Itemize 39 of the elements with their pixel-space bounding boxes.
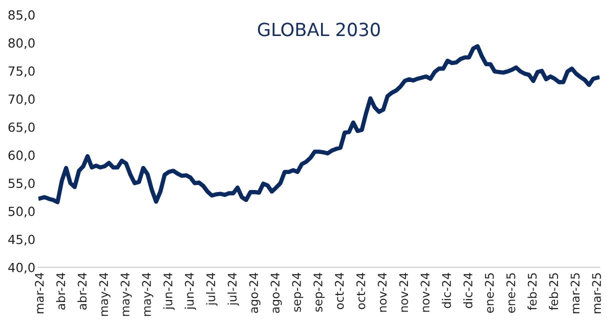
line-series (38, 44, 600, 204)
y-tick-label: 50,0 (8, 206, 35, 218)
x-tick-label: jul-24 (228, 272, 239, 306)
x-tick-label: mar-25 (592, 273, 601, 314)
x-tick-label: may-24 (142, 272, 154, 316)
x-tick-label: nov-24 (399, 272, 408, 312)
x-tick-label: feb-25 (528, 273, 537, 310)
x-tick-label: dic-24 (442, 272, 451, 308)
x-tick-label: mar-25 (570, 273, 580, 314)
x-tick-label: oct-24 (356, 272, 366, 310)
x-tick-label: jun-24 (163, 272, 175, 310)
y-tick-label: 60,0 (8, 150, 35, 162)
x-tick-label: sep-24 (313, 272, 325, 312)
x-tick-label: nov-24 (420, 272, 430, 312)
x-tick-label: oct-24 (334, 272, 344, 310)
x-tick-label: abr-24 (56, 272, 66, 310)
x-tick-label: may-24 (120, 272, 132, 316)
x-tick-label: may-24 (99, 272, 110, 316)
chart-title: GLOBAL 2030 (258, 22, 380, 36)
y-tick-label: 70,0 (8, 94, 35, 106)
x-tick-label: jun-24 (184, 272, 196, 310)
y-tick-label: 55,0 (8, 178, 35, 190)
x-tick-label: feb-25 (549, 273, 558, 310)
x-tick-label: mar-24 (34, 272, 44, 314)
y-tick-label: 75,0 (8, 66, 35, 78)
x-tick-label: ene-25 (506, 273, 516, 313)
x-tick-label: abr-24 (78, 272, 87, 310)
x-tick-label: jul-24 (206, 272, 218, 306)
x-tick-label: ago-24 (270, 272, 282, 313)
y-tick-label: 80,0 (8, 38, 35, 50)
x-tick-label: ene-25 (484, 273, 494, 313)
y-tick-label: 65,0 (8, 122, 35, 134)
x-tick-label: ago-24 (249, 272, 260, 313)
y-tick-label: 85,0 (8, 10, 35, 21)
x-tick-label: dic-24 (463, 272, 472, 308)
y-tick-label: 40,0 (8, 262, 35, 274)
x-tick-label: sep-24 (292, 272, 304, 312)
x-tick-label: nov-24 (378, 272, 387, 312)
y-tick-label: 45,0 (8, 234, 35, 246)
